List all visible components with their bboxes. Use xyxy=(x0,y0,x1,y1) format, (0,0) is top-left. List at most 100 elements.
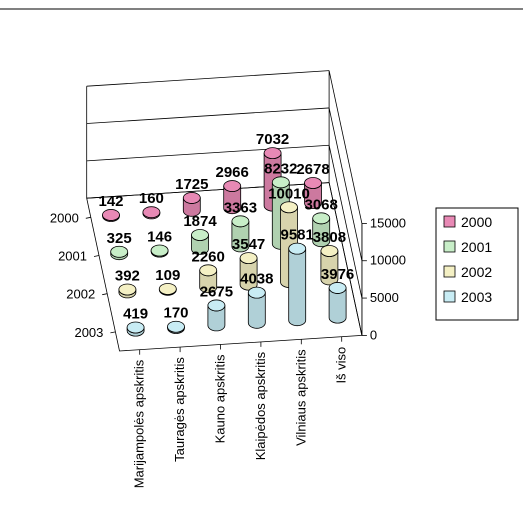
cylinder-top xyxy=(223,180,242,192)
data-label: 170 xyxy=(163,305,188,322)
data-label: 4038 xyxy=(240,271,273,288)
cylinder-top xyxy=(142,206,161,219)
data-label: 2675 xyxy=(200,283,233,300)
cylinder-top xyxy=(328,282,347,294)
cylinder-2001-5 xyxy=(312,212,331,248)
cylinder-top xyxy=(312,212,331,225)
cylinder-2002-3 xyxy=(239,252,258,291)
side-wall-gridline xyxy=(328,70,363,224)
cylinder-2002-0 xyxy=(118,283,137,299)
z-tick-label: 15000 xyxy=(370,215,406,230)
cylinder-2003-1 xyxy=(167,320,185,334)
legend-label: 2003 xyxy=(461,289,492,305)
legend-swatch xyxy=(443,215,456,228)
legend-label: 2002 xyxy=(461,264,492,280)
data-label: 146 xyxy=(147,229,172,246)
cylinder-2002-1 xyxy=(158,283,177,296)
cylinder-top xyxy=(288,242,307,255)
cylinder-top xyxy=(304,177,322,189)
cylinder-top xyxy=(263,147,282,159)
series-tick-label: 2000 xyxy=(50,210,79,225)
category-tick-label: Kauno apskritis xyxy=(213,354,228,443)
back-wall-gridline xyxy=(86,107,330,124)
series-tick-mark xyxy=(85,216,91,219)
data-label: 9581 xyxy=(281,227,314,244)
cylinder-2001-2 xyxy=(191,229,209,255)
cylinder-top xyxy=(158,283,177,295)
legend-swatch xyxy=(443,290,456,303)
data-labels: 142 160 1725 2966 7032 2678 325 146 1874 3363 8232… xyxy=(98,131,354,322)
cylinder-top xyxy=(231,215,250,228)
category-tick-label: Klaipėdos apskritis xyxy=(253,351,268,460)
data-label: 10010 xyxy=(268,185,310,202)
cylinder-top xyxy=(167,320,185,333)
data-label: 325 xyxy=(107,230,132,247)
data-label: 142 xyxy=(98,193,123,210)
axes: 0 5000 10000 15000 2000 2001 2002 2003 Marijampo… xyxy=(50,210,406,488)
cylinder-top xyxy=(320,245,339,257)
cylinder-top xyxy=(280,201,298,214)
cylinder-top xyxy=(191,229,209,241)
data-label: 2260 xyxy=(192,248,225,265)
data-label: 160 xyxy=(139,190,164,207)
category-tick-label: Iš viso xyxy=(334,347,349,384)
cylinder-top xyxy=(247,286,266,299)
data-label: 2678 xyxy=(296,161,329,178)
cylinder-body xyxy=(288,248,307,327)
cylinders xyxy=(102,147,347,337)
cylinder-top xyxy=(118,283,137,296)
data-label: 1725 xyxy=(175,176,208,193)
cylinder-2000-5 xyxy=(304,177,322,209)
data-label: 7032 xyxy=(256,131,289,148)
cylinder-2002-5 xyxy=(320,245,339,286)
cylinder-2002-2 xyxy=(199,264,218,294)
legend-label: 2001 xyxy=(461,239,492,255)
legend-label: 2000 xyxy=(461,214,492,230)
data-label: 1874 xyxy=(183,213,217,230)
cylinder-top xyxy=(110,245,129,258)
cylinder-top xyxy=(271,176,290,189)
data-label: 3976 xyxy=(321,266,354,283)
cylinder-2001-1 xyxy=(150,244,169,258)
cylinder-2001-3 xyxy=(231,215,250,253)
series-tick-mark xyxy=(102,293,108,296)
category-tick-label: Tauragės apskritis xyxy=(172,357,187,462)
data-label: 419 xyxy=(123,305,148,322)
legend-swatch xyxy=(443,265,456,278)
side-wall-gridline xyxy=(328,145,363,299)
z-tick-label: 10000 xyxy=(370,253,406,268)
cylinder-2003-3 xyxy=(247,286,266,329)
cylinder-2003-2 xyxy=(207,299,226,332)
cylinder-2001-0 xyxy=(110,245,129,261)
series-tick-mark xyxy=(93,255,100,257)
series-tick-label: 2002 xyxy=(66,287,95,302)
cylinder-top xyxy=(182,192,201,204)
data-label: 3363 xyxy=(224,199,257,216)
cylinder-2003-5 xyxy=(328,282,347,324)
series-tick-label: 2003 xyxy=(74,325,103,340)
category-tick-label: Marijampolės apskritis xyxy=(132,359,147,488)
series-tick-mark xyxy=(110,331,116,334)
data-label: 2966 xyxy=(216,164,249,181)
back-wall-gridline xyxy=(86,144,330,162)
category-tick-label: Vilniaus apskritis xyxy=(293,349,308,446)
z-tick-label: 5000 xyxy=(370,290,399,305)
cylinder-top xyxy=(102,209,120,221)
cylinder-2000-0 xyxy=(102,209,120,222)
data-label: 8232 xyxy=(264,160,297,177)
cylinder-top xyxy=(207,299,226,312)
back-wall-gridline xyxy=(86,70,330,87)
legend: 2000 2001 2002 2003 xyxy=(435,207,519,321)
cylinder-2003-4 xyxy=(288,242,307,327)
cylinder-top xyxy=(239,252,258,265)
cylinder-top xyxy=(150,244,169,257)
cylinder-2000-2 xyxy=(182,192,201,217)
side-wall-gridline xyxy=(328,107,363,261)
data-label: 3068 xyxy=(305,196,338,213)
data-label: 3547 xyxy=(232,236,265,253)
series-tick-label: 2001 xyxy=(58,249,87,264)
cylinder-2003-0 xyxy=(126,321,145,337)
cylinder-2000-1 xyxy=(142,206,161,220)
